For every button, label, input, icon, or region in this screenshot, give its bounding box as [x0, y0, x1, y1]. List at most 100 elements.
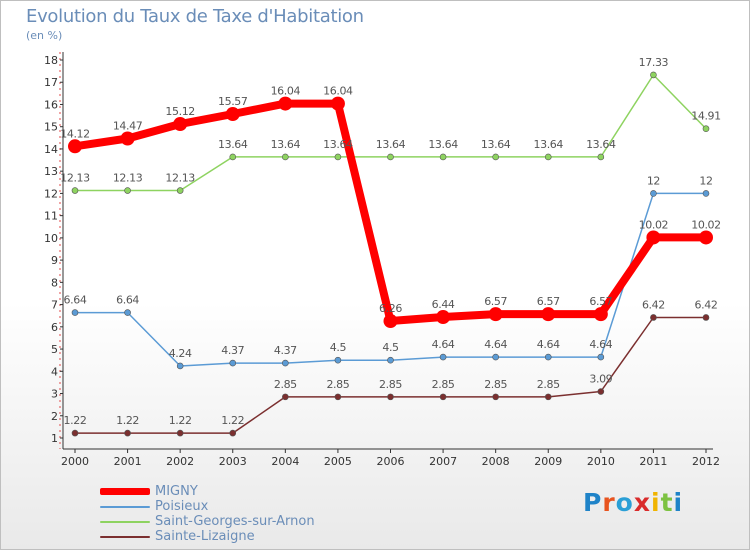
data-label: 4.64 [537, 338, 560, 351]
data-label: 4.5 [330, 341, 347, 354]
data-label: 6.64 [64, 294, 87, 307]
y-tick-label: 7 [51, 299, 58, 312]
data-label: 6.57 [537, 295, 560, 308]
data-point [334, 356, 342, 364]
data-point [124, 429, 131, 437]
data-point [278, 96, 293, 111]
data-label: 14.12 [60, 127, 90, 140]
data-point [387, 393, 394, 401]
y-tick-label: 9 [51, 254, 58, 267]
data-label: 4.24 [169, 347, 192, 360]
data-point [702, 314, 710, 321]
data-label: 2.85 [379, 378, 402, 391]
legend-label: Poisieux [155, 499, 209, 514]
data-point [488, 307, 503, 322]
data-point [383, 314, 398, 329]
data-label: 6.57 [484, 295, 507, 308]
x-tick-label: 2005 [324, 455, 352, 468]
data-point [229, 153, 237, 161]
data-label: 2.85 [326, 378, 349, 391]
data-label: 16.04 [271, 85, 301, 98]
data-label: 6.64 [116, 294, 139, 307]
data-point [225, 107, 240, 122]
data-point [597, 388, 605, 395]
data-point [699, 230, 713, 245]
data-label: 12 [647, 174, 660, 187]
data-label: 12.13 [165, 172, 195, 185]
data-point [124, 309, 131, 316]
data-point [334, 153, 342, 161]
data-point [492, 393, 499, 401]
y-tick-label: 8 [51, 276, 58, 289]
legend-label: Saint-Georges-sur-Arnon [155, 514, 315, 529]
data-point [650, 71, 657, 79]
legend-swatch [100, 536, 150, 538]
logo-letter: i [673, 488, 684, 517]
data-label: 10.02 [691, 218, 721, 231]
data-point [436, 310, 451, 325]
y-tick-label: 15 [44, 121, 58, 134]
x-tick-label: 2007 [429, 455, 457, 468]
data-point [597, 153, 605, 161]
data-point [71, 429, 79, 437]
data-point [702, 190, 710, 197]
data-point [650, 314, 657, 321]
data-label: 12 [699, 174, 712, 187]
data-point [229, 429, 237, 437]
x-tick-label: 2002 [166, 455, 194, 468]
data-label: 14.91 [691, 110, 721, 123]
data-label: 6.26 [379, 302, 402, 315]
data-point [646, 230, 661, 245]
data-label: 6.44 [432, 298, 455, 311]
data-label: 4.64 [589, 338, 612, 351]
y-tick-label: 2 [51, 410, 58, 423]
data-label: 4.64 [432, 338, 455, 351]
data-label: 1.22 [64, 414, 87, 427]
legend-label: MIGNY [155, 484, 198, 499]
legend-swatch [100, 521, 150, 523]
data-point [71, 187, 79, 194]
x-tick-label: 2010 [587, 455, 615, 468]
data-point [439, 353, 447, 361]
proxiti-logo: Proxiti [583, 488, 683, 517]
y-tick-label: 4 [51, 365, 58, 378]
data-label: 13.64 [428, 138, 458, 151]
legend-swatch [100, 488, 150, 495]
chart-title: Evolution du Taux de Taxe d'Habitation [26, 6, 364, 27]
data-point [176, 187, 184, 194]
data-label: 4.37 [221, 344, 244, 357]
logo-letter: i [651, 488, 661, 517]
y-tick-label: 12 [44, 187, 58, 200]
data-label: 12.13 [60, 172, 90, 185]
data-label: 12.13 [113, 172, 143, 185]
data-label: 2.85 [274, 378, 297, 391]
data-label: 2.85 [484, 378, 507, 391]
data-label: 3.09 [589, 373, 612, 386]
data-label: 1.22 [169, 414, 192, 427]
data-label: 10.02 [639, 218, 669, 231]
data-point [229, 359, 237, 367]
y-tick-label: 14 [44, 143, 58, 156]
legend-swatch [100, 506, 150, 508]
y-tick-label: 17 [44, 76, 58, 89]
data-label: 1.22 [116, 414, 139, 427]
y-tick-label: 10 [44, 232, 58, 245]
x-tick-label: 2003 [219, 455, 247, 468]
y-tick-label: 18 [44, 54, 58, 67]
data-label: 2.85 [537, 378, 560, 391]
data-label: 15.12 [165, 105, 195, 118]
series-line [71, 99, 710, 325]
data-point [439, 153, 447, 161]
data-label: 2.85 [432, 378, 455, 391]
data-point [439, 393, 447, 401]
x-tick-label: 2000 [61, 455, 89, 468]
data-point [124, 187, 131, 194]
data-point [334, 393, 342, 401]
data-label: 13.64 [376, 138, 406, 151]
data-point [593, 307, 608, 322]
data-point [541, 307, 556, 322]
x-tick-label: 2008 [482, 455, 510, 468]
data-point [650, 190, 657, 197]
y-tick-label: 5 [51, 343, 58, 356]
data-point [176, 362, 184, 370]
